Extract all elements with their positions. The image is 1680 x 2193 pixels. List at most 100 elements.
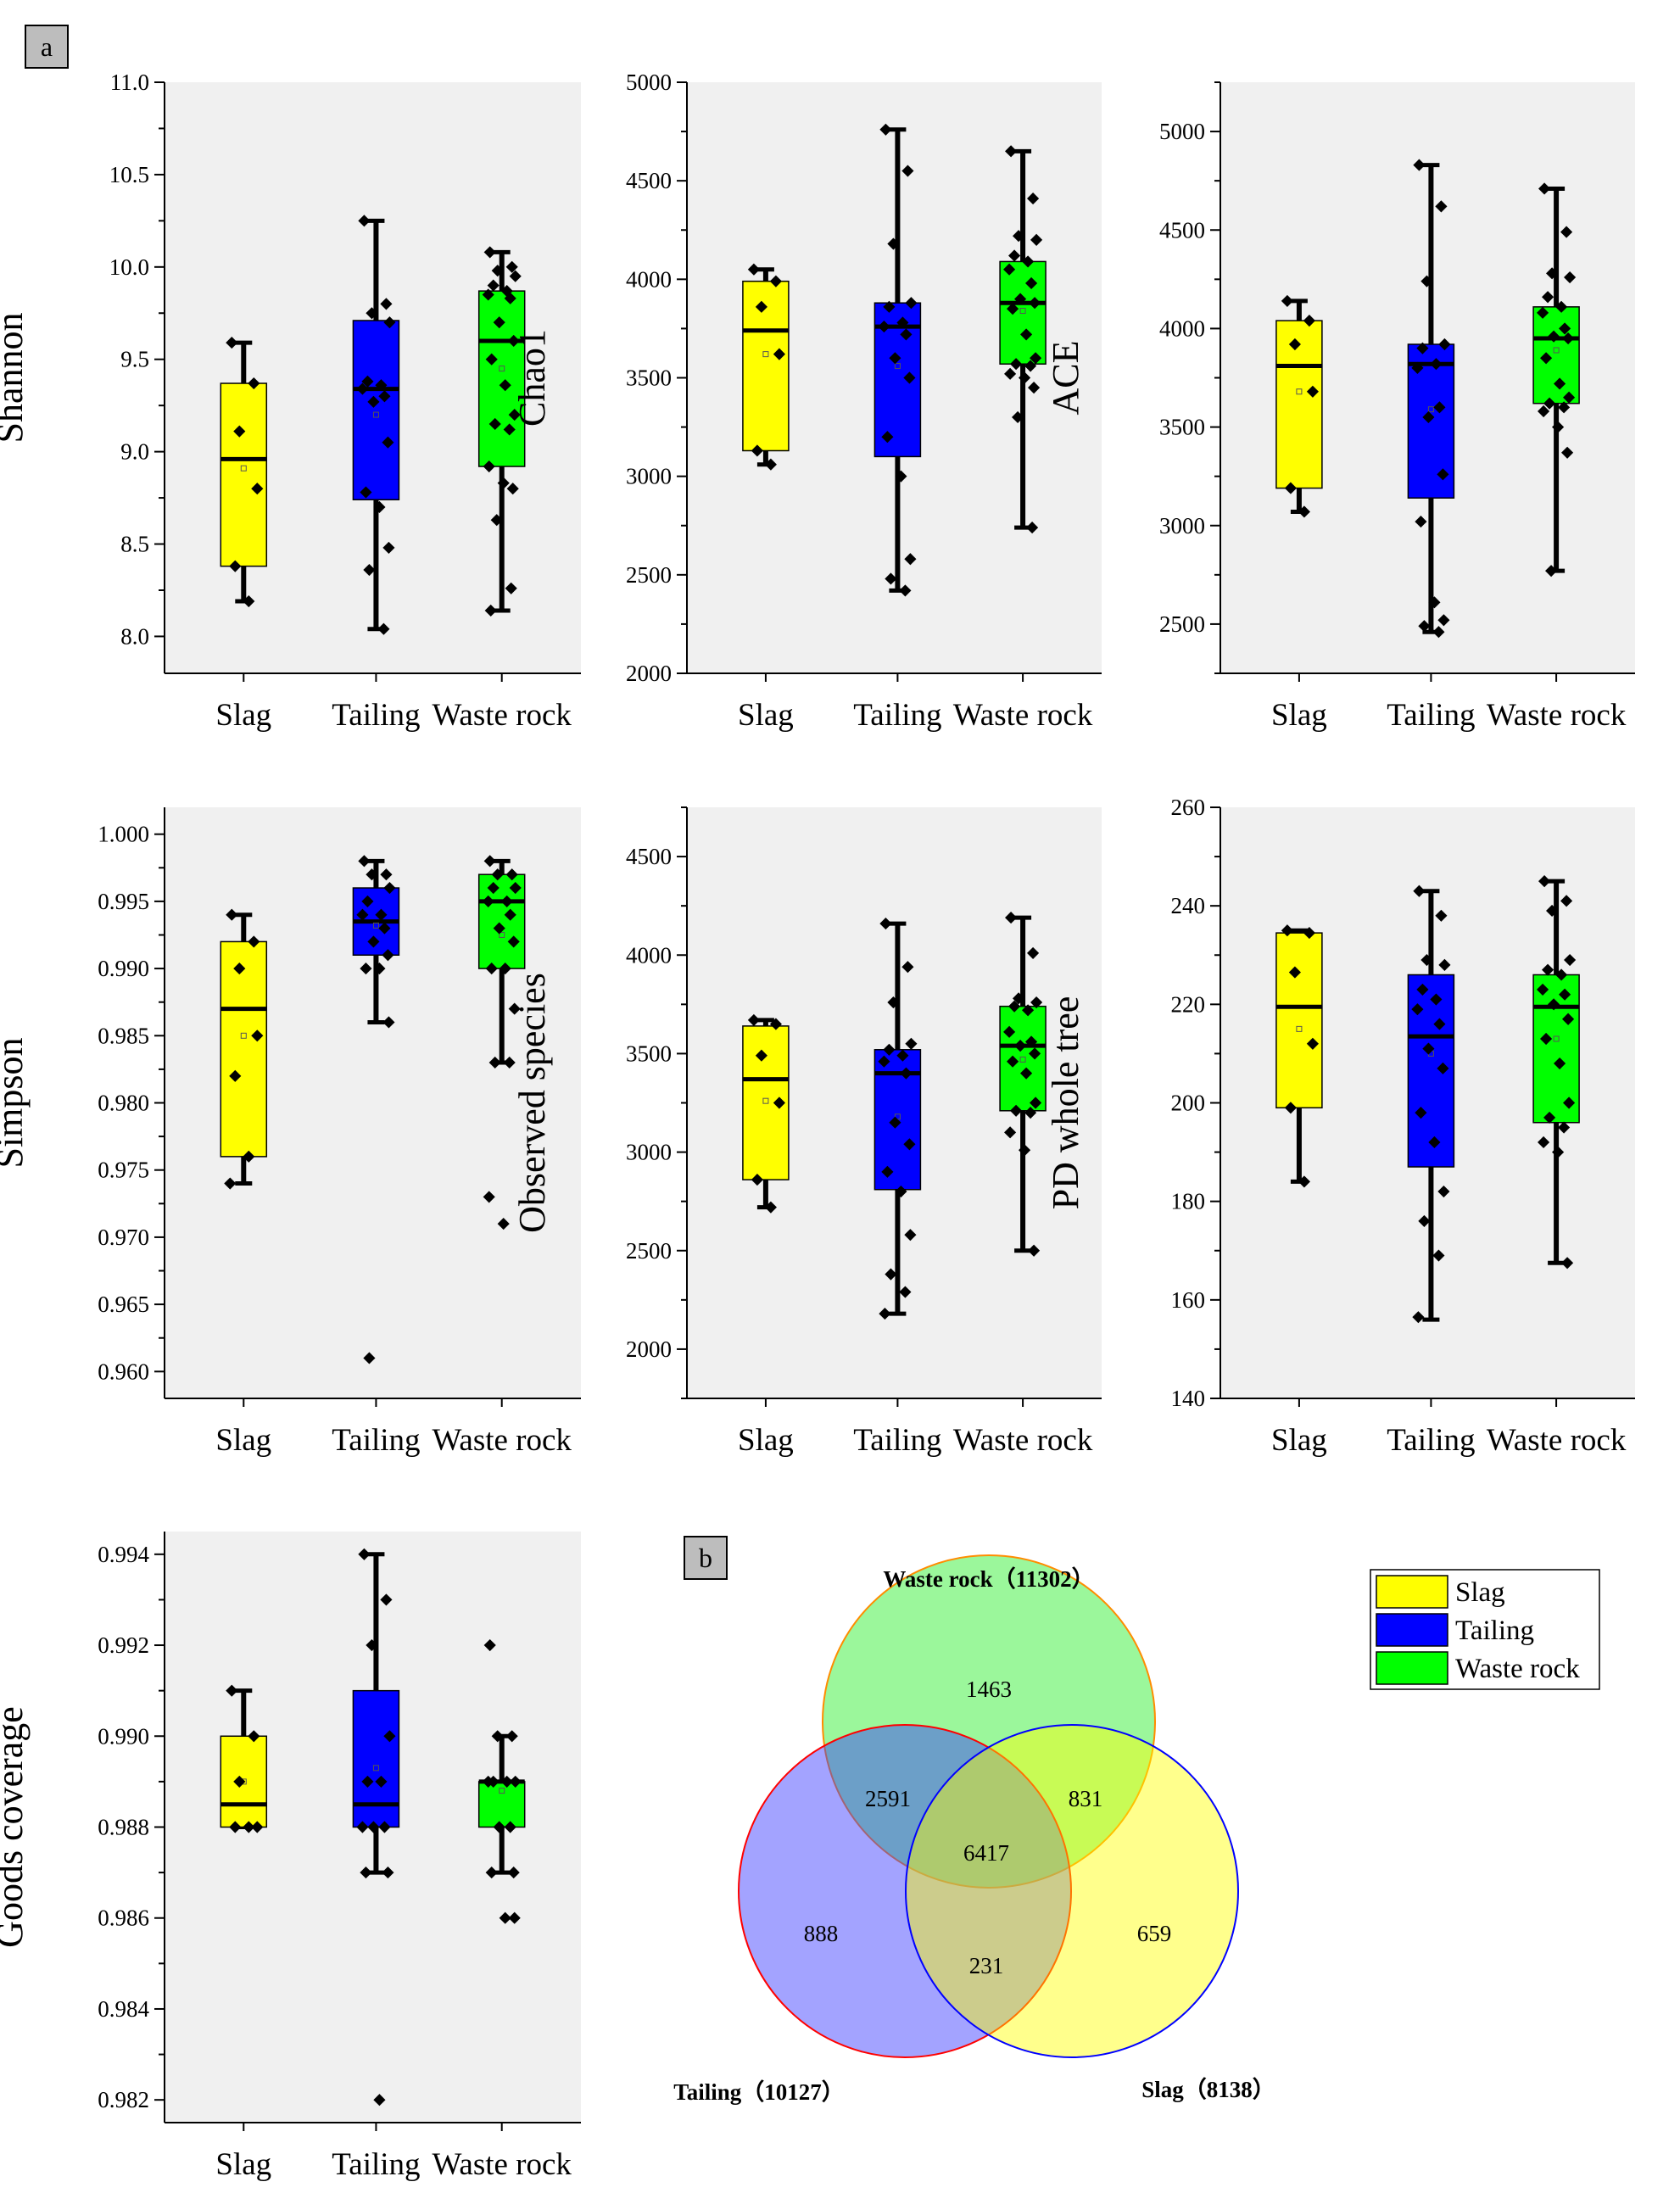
y-tick-label: 1.000 [98, 822, 149, 847]
x-tick-label: Waste rock [953, 1423, 1093, 1458]
y-tick-label: 11.0 [110, 70, 149, 95]
legend-swatch-tailing [1376, 1613, 1448, 1647]
y-tick-label: 2500 [626, 1238, 672, 1264]
y-tick-label: 0.995 [98, 889, 149, 914]
data-point [499, 963, 511, 975]
data-point [1562, 1013, 1575, 1025]
box-waste-rock [1532, 875, 1580, 1269]
box-waste-rock [477, 246, 526, 617]
mean-marker [499, 1788, 505, 1794]
venn-set-label-tailing: Tailing（10127） [673, 2079, 845, 2105]
x-tick-label: Tailing [332, 1423, 420, 1458]
legend-label-tailing: Tailing [1455, 1615, 1534, 1646]
data-point [1284, 1102, 1297, 1114]
data-point [1554, 377, 1566, 390]
data-point [1562, 332, 1575, 345]
data-point [503, 423, 516, 436]
venn-region-waste-tailing: 2591 [865, 1786, 911, 1811]
data-point [1548, 998, 1560, 1011]
y-tick-label: 0.994 [98, 1542, 149, 1567]
box-iqr [352, 320, 400, 501]
y-tick-label: 4000 [626, 266, 672, 292]
data-point [233, 963, 246, 975]
data-point [881, 431, 894, 444]
data-point [1004, 1126, 1017, 1139]
data-point [363, 563, 376, 577]
data-point [382, 436, 394, 449]
data-point [879, 123, 892, 136]
box-tailing [873, 918, 922, 1320]
data-point [1561, 1257, 1574, 1269]
box-iqr [220, 382, 268, 567]
x-tick-label: Waste rock [1487, 1423, 1627, 1458]
data-point [1298, 1175, 1310, 1188]
data-point [507, 935, 520, 948]
y-tick-label: 0.985 [98, 1023, 149, 1048]
data-point [1438, 338, 1451, 351]
data-point [487, 881, 500, 895]
box-plots: 8.0 8.5 9.0 9.5 10.0 10.5 11.0 Shannon Slag Taili… [0, 70, 1635, 2182]
x-tick-label: Tailing [1387, 1423, 1475, 1458]
data-point [1029, 1047, 1041, 1060]
data-point [901, 165, 914, 177]
data-point [1543, 397, 1556, 410]
data-point [1432, 1249, 1445, 1262]
mean-marker [894, 363, 901, 370]
mean-marker [1553, 347, 1560, 354]
data-point [896, 1049, 909, 1062]
data-point [900, 1067, 913, 1080]
venn-region-tailing-slag: 231 [969, 1953, 1004, 1978]
mean-marker [372, 411, 379, 418]
data-point [1563, 1096, 1576, 1109]
data-point [1558, 401, 1571, 414]
data-point [497, 1217, 510, 1230]
data-point [1437, 1062, 1449, 1074]
data-point [1422, 1042, 1435, 1055]
mean-marker [1427, 406, 1434, 413]
box-tailing [352, 1548, 400, 2107]
x-tick-label: Slag [215, 698, 271, 733]
data-point [1554, 1057, 1566, 1070]
y-axis-label: Goods coverage [0, 1706, 31, 1948]
legend-label-waste-rock: Waste rock [1455, 1654, 1580, 1684]
data-point [901, 961, 914, 974]
y-axis-label: Chao1 [511, 329, 553, 427]
data-point [1013, 230, 1025, 243]
data-point [1538, 182, 1551, 195]
venn-set-label-slag: Slag（8138） [1141, 2077, 1275, 2102]
x-tick-label: Waste rock [953, 698, 1093, 733]
boxplot-chao1: 2000 2500 3000 3500 4000 4500 5000 Chao1 Slag Tai… [511, 70, 1102, 733]
x-tick-label: Slag [215, 2147, 271, 2182]
data-point [883, 1043, 896, 1056]
data-point [491, 265, 504, 277]
data-point [1411, 1003, 1424, 1016]
data-point [360, 963, 372, 975]
data-point [1430, 358, 1443, 371]
y-tick-label: 10.5 [109, 162, 149, 187]
box-tailing [352, 215, 400, 635]
data-point [482, 895, 494, 907]
mean-marker [762, 351, 769, 358]
data-point [1411, 361, 1424, 374]
data-point [366, 868, 378, 881]
venn-region-waste-slag: 831 [1069, 1786, 1103, 1811]
data-point [1433, 401, 1446, 414]
data-point [887, 237, 900, 250]
data-point [487, 279, 500, 292]
data-point [229, 1069, 242, 1082]
data-point [1288, 966, 1301, 979]
data-point [1028, 1244, 1041, 1257]
data-point [382, 949, 394, 962]
data-point [1008, 249, 1021, 262]
data-point [1306, 1037, 1319, 1050]
venn-circle-waste-rock [822, 1554, 1156, 1889]
data-point [1540, 352, 1553, 365]
data-point [1563, 391, 1576, 404]
data-point [504, 292, 516, 304]
data-point [1418, 1214, 1431, 1227]
box-iqr [352, 1689, 400, 1828]
y-tick-label: 3000 [626, 464, 672, 489]
venn-set-label-waste-rock: Waste rock（11302） [883, 1566, 1094, 1592]
data-point [1014, 1040, 1027, 1052]
data-point [243, 594, 255, 608]
